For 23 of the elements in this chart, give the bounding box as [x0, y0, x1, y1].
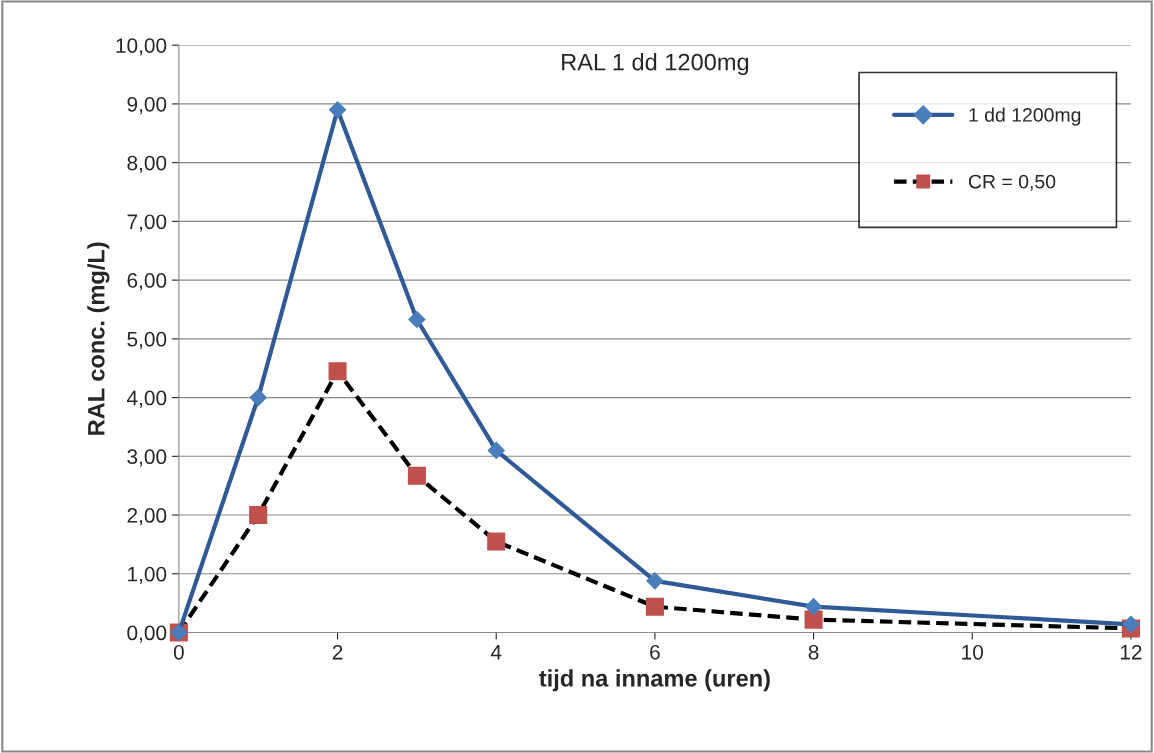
y-tick-label: 10,00 — [116, 38, 167, 56]
legend-label: CR = 0,50 — [968, 174, 1056, 191]
x-tick-label: 0 — [173, 644, 184, 660]
x-tick-label: 2 — [332, 644, 343, 660]
x-tick-label: 12 — [1120, 644, 1142, 660]
y-tick-label: 4,00 — [127, 390, 167, 408]
x-tick-label: 4 — [490, 645, 502, 660]
y-tick-label: 0,00 — [127, 625, 167, 643]
y-tick-label: 2,00 — [127, 508, 167, 526]
y-tick-label: 3,00 — [127, 449, 167, 467]
x-axis-title: tijd na inname (uren) — [539, 669, 770, 692]
legend-label: 1 dd 1200mg — [969, 107, 1081, 126]
y-axis-title: RAL conc. (mg/L) — [87, 242, 110, 435]
x-tick-label: 8 — [808, 644, 819, 660]
x-tick-label: 6 — [650, 644, 660, 660]
chart-title: RAL 1 dd 1200mg — [562, 53, 749, 76]
x-tick-label: 10 — [962, 644, 984, 660]
y-tick-label: 1,00 — [128, 566, 167, 584]
y-tick-label: 6,00 — [127, 273, 167, 291]
y-tick-label: 9,00 — [127, 96, 167, 115]
y-tick-label: 5,00 — [127, 331, 167, 350]
y-tick-label: 8,00 — [127, 155, 167, 173]
y-tick-label: 7,00 — [127, 214, 167, 232]
